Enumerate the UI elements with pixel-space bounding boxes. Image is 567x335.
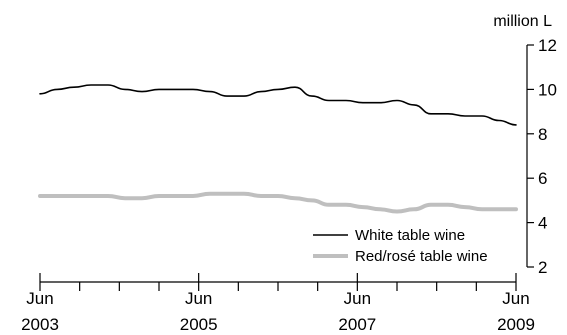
- series-line-red-rose-table-wine: [38, 191, 518, 214]
- y-tick-label: 6: [538, 169, 547, 188]
- y-tick-label: 8: [538, 125, 547, 144]
- x-tick-label-year: 2003: [21, 315, 59, 334]
- legend-label-red-rose-table-wine: Red/rosé table wine: [355, 248, 488, 265]
- legend: White table wine Red/rosé table wine: [313, 227, 488, 265]
- y-axis-unit-label: million L: [493, 13, 552, 30]
- x-tick-label-year: 2005: [180, 315, 218, 334]
- y-tick-label: 12: [538, 36, 557, 55]
- y-tick-label: 2: [538, 258, 547, 277]
- x-tick-label-month: Jun: [344, 289, 371, 308]
- x-tick-label-month: Jun: [26, 289, 53, 308]
- x-tick-label-month: Jun: [502, 289, 529, 308]
- x-tick-label-year: 2007: [338, 315, 376, 334]
- legend-label-white-table-wine: White table wine: [355, 227, 465, 244]
- x-axis: Jun 2003 Jun 2005 Jun 2007 Jun 2009: [21, 273, 535, 334]
- x-tick-label-year: 2009: [497, 315, 535, 334]
- series-line-white-table-wine: [39, 84, 517, 126]
- y-tick-label: 4: [538, 214, 547, 233]
- y-tick-label: 10: [538, 80, 557, 99]
- series-layer: [38, 84, 518, 214]
- x-tick-label-month: Jun: [185, 289, 212, 308]
- y-axis: 2 4 6 8 10 12: [526, 36, 557, 277]
